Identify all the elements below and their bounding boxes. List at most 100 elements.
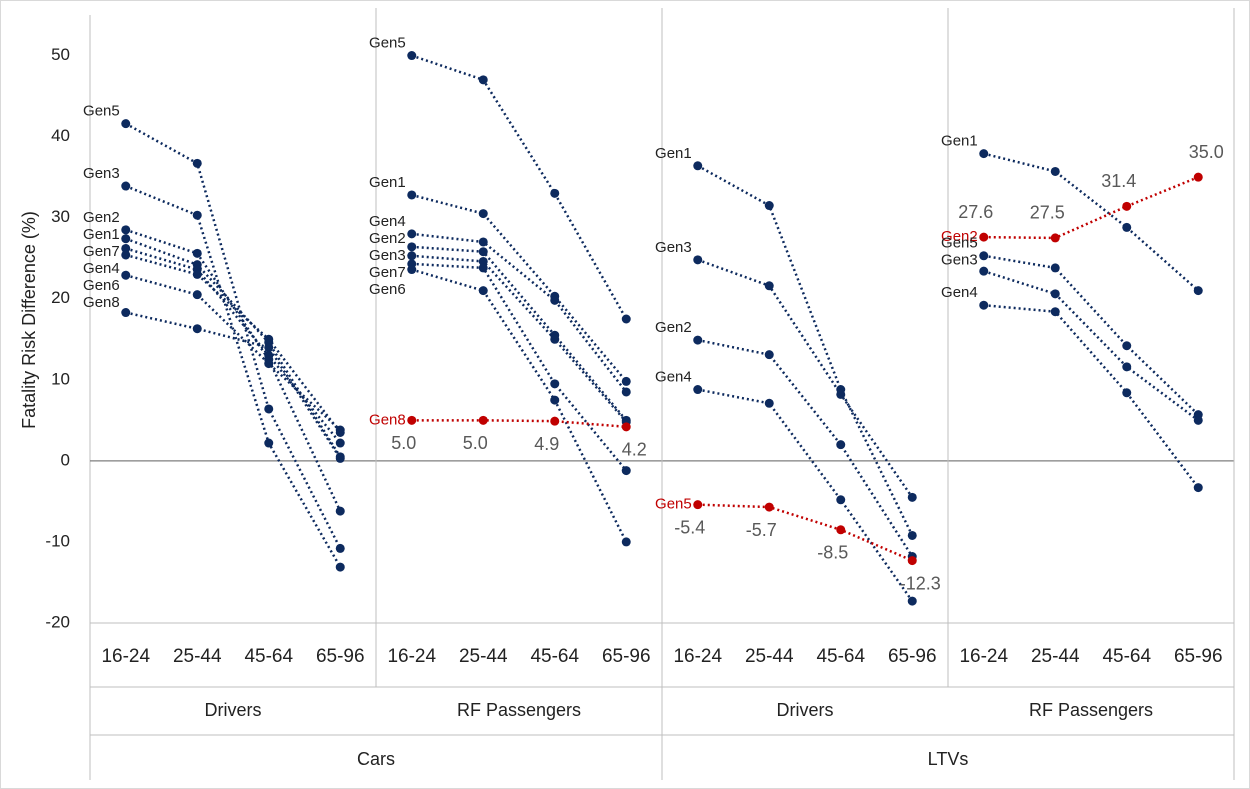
x-tick-label: 16-24 [101, 646, 150, 667]
data-label: -8.5 [817, 543, 848, 563]
data-point [550, 379, 560, 389]
subgroup-label: Drivers [777, 700, 834, 720]
data-point [693, 500, 703, 510]
x-tick-label: 65-96 [888, 646, 937, 667]
data-point [478, 247, 488, 257]
data-point [264, 438, 274, 448]
data-point [407, 251, 417, 261]
series-line [983, 303, 1200, 489]
series-line [983, 269, 1199, 422]
data-point [121, 243, 131, 253]
data-point [335, 438, 345, 448]
x-tick-label: 45-64 [1102, 646, 1151, 667]
data-point [1193, 286, 1203, 296]
data-point [1050, 233, 1060, 243]
data-label: 27.6 [958, 202, 993, 222]
subgroup-label: RF Passengers [1029, 700, 1153, 720]
series-name-label: Gen6 [369, 281, 406, 298]
data-point [621, 387, 631, 397]
series-line [983, 254, 1200, 416]
data-point [264, 342, 274, 352]
group-label: LTVs [928, 749, 969, 769]
y-tick-label: -10 [45, 531, 70, 550]
data-point [1122, 222, 1132, 232]
data-point [407, 229, 417, 239]
series-line [125, 247, 342, 444]
data-point [407, 265, 417, 275]
x-tick-label: 45-64 [530, 646, 579, 667]
data-point [478, 415, 488, 425]
x-tick-label: 16-24 [959, 646, 1008, 667]
data-label: -5.7 [746, 520, 777, 540]
data-point [478, 209, 488, 219]
series-name-label: Gen5 [369, 35, 406, 52]
series-line [697, 258, 914, 499]
series-line [697, 388, 914, 602]
x-tick-label: 16-24 [673, 646, 722, 667]
y-tick-label: 20 [51, 288, 70, 307]
y-tick-label: -20 [45, 612, 70, 631]
series-name-label: Gen5 [941, 235, 978, 252]
data-point [264, 350, 274, 360]
series-name-label: Gen8 [369, 411, 406, 428]
series-name-label: Gen3 [369, 247, 406, 264]
data-point [1193, 415, 1203, 425]
data-point [979, 266, 989, 276]
series-line [411, 232, 628, 393]
series-name-label: Gen1 [369, 174, 406, 191]
data-label: -5.4 [674, 517, 705, 537]
data-label: 4.2 [622, 440, 647, 460]
data-point [693, 385, 703, 395]
group-label: Cars [357, 749, 395, 769]
series-name-label: Gen2 [941, 228, 978, 245]
series-name-label: Gen3 [655, 239, 692, 256]
series-name-label: Gen4 [83, 260, 120, 277]
data-point [478, 286, 488, 296]
data-point [1122, 362, 1132, 372]
data-label: 31.4 [1101, 171, 1136, 191]
series-name-label: Gen7 [369, 264, 406, 281]
x-tick-label: 65-96 [316, 646, 365, 667]
series-line [697, 164, 914, 536]
series-line [983, 175, 1199, 240]
series-line [125, 122, 342, 549]
series-name-label: Gen1 [83, 226, 120, 243]
x-tick-label: 45-64 [244, 646, 293, 667]
data-point [192, 158, 202, 168]
series-line [125, 274, 342, 431]
data-point [764, 350, 774, 360]
data-point [621, 422, 631, 432]
x-tick-label: 25-44 [459, 646, 508, 667]
data-point [621, 466, 631, 476]
subgroup-label: RF Passengers [457, 700, 581, 720]
data-label: 35.0 [1189, 142, 1224, 162]
data-point [1122, 201, 1132, 211]
series-line [411, 262, 628, 472]
series-line [411, 245, 628, 422]
data-point [1193, 172, 1203, 182]
data-point [764, 398, 774, 408]
x-tick-label: 65-96 [602, 646, 651, 667]
data-point [478, 256, 488, 266]
data-point [979, 149, 989, 159]
data-point [335, 506, 345, 516]
series-line [697, 338, 914, 558]
data-point [979, 232, 989, 242]
data-point [836, 495, 846, 505]
data-point [836, 525, 846, 535]
data-point [1193, 483, 1203, 493]
data-point [1122, 341, 1132, 351]
data-point [264, 334, 274, 344]
data-point [121, 234, 131, 244]
data-point [907, 530, 917, 540]
series-line [983, 152, 1200, 292]
data-point [335, 453, 345, 463]
series-line [125, 228, 342, 512]
series-name-label: Gen2 [369, 230, 406, 247]
x-tick-label: 65-96 [1174, 646, 1223, 667]
series-name-label: Gen2 [83, 209, 120, 226]
data-point [121, 308, 131, 318]
series-line [411, 268, 628, 543]
data-point [335, 562, 345, 572]
